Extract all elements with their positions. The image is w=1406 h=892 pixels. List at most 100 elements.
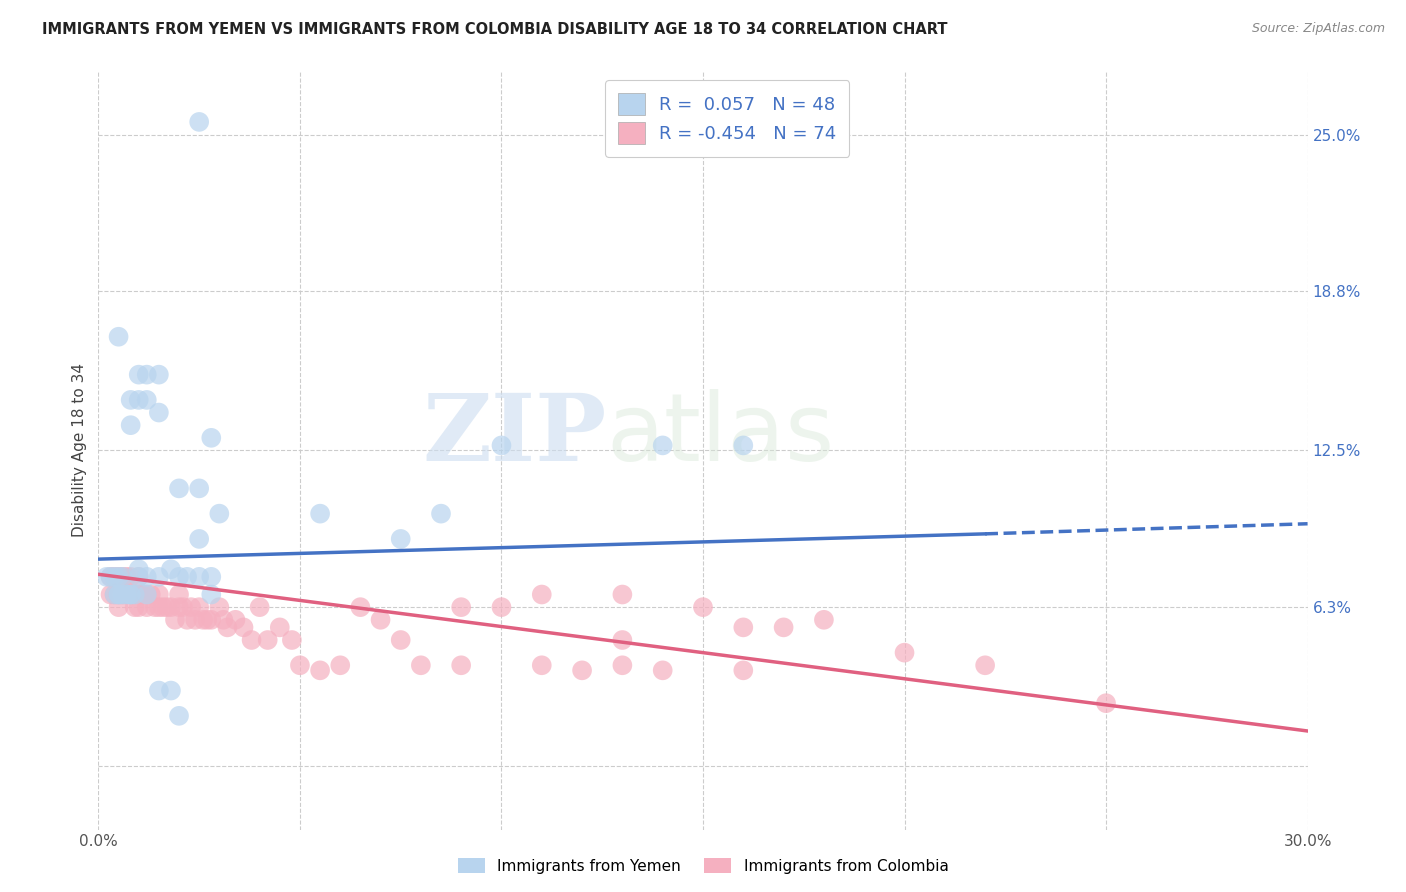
Point bbox=[370, 613, 392, 627]
Point bbox=[115, 570, 138, 584]
Point bbox=[651, 664, 673, 678]
Point bbox=[893, 646, 915, 660]
Point bbox=[188, 600, 211, 615]
Point bbox=[103, 588, 125, 602]
Point bbox=[96, 570, 118, 584]
Point bbox=[124, 588, 146, 602]
Point bbox=[148, 570, 170, 584]
Point bbox=[111, 570, 134, 584]
Point bbox=[200, 613, 222, 627]
Point bbox=[135, 368, 157, 382]
Point bbox=[974, 658, 997, 673]
Point bbox=[309, 507, 332, 521]
Point bbox=[195, 613, 218, 627]
Point bbox=[135, 600, 157, 615]
Point bbox=[651, 438, 673, 452]
Point bbox=[124, 600, 146, 615]
Point bbox=[167, 600, 190, 615]
Point bbox=[128, 600, 150, 615]
Point bbox=[200, 431, 222, 445]
Point bbox=[111, 588, 134, 602]
Point bbox=[612, 588, 634, 602]
Point bbox=[132, 588, 155, 602]
Y-axis label: Disability Age 18 to 34: Disability Age 18 to 34 bbox=[72, 363, 87, 538]
Point bbox=[120, 588, 142, 602]
Point bbox=[163, 613, 186, 627]
Point bbox=[139, 588, 162, 602]
Point bbox=[208, 600, 231, 615]
Point bbox=[111, 570, 134, 584]
Point bbox=[128, 562, 150, 576]
Point bbox=[269, 620, 291, 634]
Point bbox=[184, 613, 207, 627]
Point bbox=[115, 588, 138, 602]
Text: IMMIGRANTS FROM YEMEN VS IMMIGRANTS FROM COLOMBIA DISABILITY AGE 18 TO 34 CORREL: IMMIGRANTS FROM YEMEN VS IMMIGRANTS FROM… bbox=[42, 22, 948, 37]
Point bbox=[107, 588, 129, 602]
Point bbox=[249, 600, 271, 615]
Point bbox=[176, 613, 198, 627]
Point bbox=[612, 658, 634, 673]
Point bbox=[200, 570, 222, 584]
Point bbox=[107, 330, 129, 344]
Point bbox=[733, 438, 755, 452]
Legend: R =  0.057   N = 48, R = -0.454   N = 74: R = 0.057 N = 48, R = -0.454 N = 74 bbox=[605, 80, 849, 157]
Point bbox=[571, 664, 593, 678]
Legend: Immigrants from Yemen, Immigrants from Colombia: Immigrants from Yemen, Immigrants from C… bbox=[451, 852, 955, 880]
Point bbox=[115, 588, 138, 602]
Point bbox=[148, 683, 170, 698]
Point bbox=[107, 588, 129, 602]
Text: atlas: atlas bbox=[606, 389, 835, 482]
Point bbox=[111, 588, 134, 602]
Point bbox=[156, 600, 179, 615]
Point bbox=[160, 683, 183, 698]
Point bbox=[148, 600, 170, 615]
Point bbox=[733, 664, 755, 678]
Point bbox=[148, 405, 170, 420]
Point bbox=[103, 588, 125, 602]
Point bbox=[176, 570, 198, 584]
Point bbox=[389, 633, 412, 648]
Point bbox=[188, 570, 211, 584]
Point bbox=[160, 562, 183, 576]
Point bbox=[772, 620, 794, 634]
Point bbox=[167, 570, 190, 584]
Point bbox=[103, 570, 125, 584]
Point bbox=[120, 392, 142, 407]
Point bbox=[120, 588, 142, 602]
Point bbox=[148, 368, 170, 382]
Point bbox=[193, 613, 215, 627]
Point bbox=[120, 588, 142, 602]
Point bbox=[530, 588, 553, 602]
Point bbox=[288, 658, 311, 673]
Point bbox=[100, 570, 122, 584]
Point bbox=[107, 570, 129, 584]
Point bbox=[103, 570, 125, 584]
Text: ZIP: ZIP bbox=[422, 391, 606, 480]
Point bbox=[329, 658, 352, 673]
Point bbox=[135, 588, 157, 602]
Text: Source: ZipAtlas.com: Source: ZipAtlas.com bbox=[1251, 22, 1385, 36]
Point bbox=[120, 570, 142, 584]
Point bbox=[120, 418, 142, 433]
Point bbox=[172, 600, 194, 615]
Point bbox=[100, 588, 122, 602]
Point bbox=[256, 633, 278, 648]
Point bbox=[167, 482, 190, 496]
Point bbox=[450, 600, 472, 615]
Point bbox=[409, 658, 432, 673]
Point bbox=[128, 570, 150, 584]
Point bbox=[128, 392, 150, 407]
Point bbox=[212, 613, 235, 627]
Point bbox=[692, 600, 714, 615]
Point bbox=[232, 620, 254, 634]
Point bbox=[389, 532, 412, 546]
Point bbox=[530, 658, 553, 673]
Point bbox=[612, 633, 634, 648]
Point bbox=[349, 600, 371, 615]
Point bbox=[167, 708, 190, 723]
Point bbox=[281, 633, 304, 648]
Point bbox=[128, 368, 150, 382]
Point bbox=[188, 115, 211, 129]
Point bbox=[143, 600, 166, 615]
Point bbox=[188, 532, 211, 546]
